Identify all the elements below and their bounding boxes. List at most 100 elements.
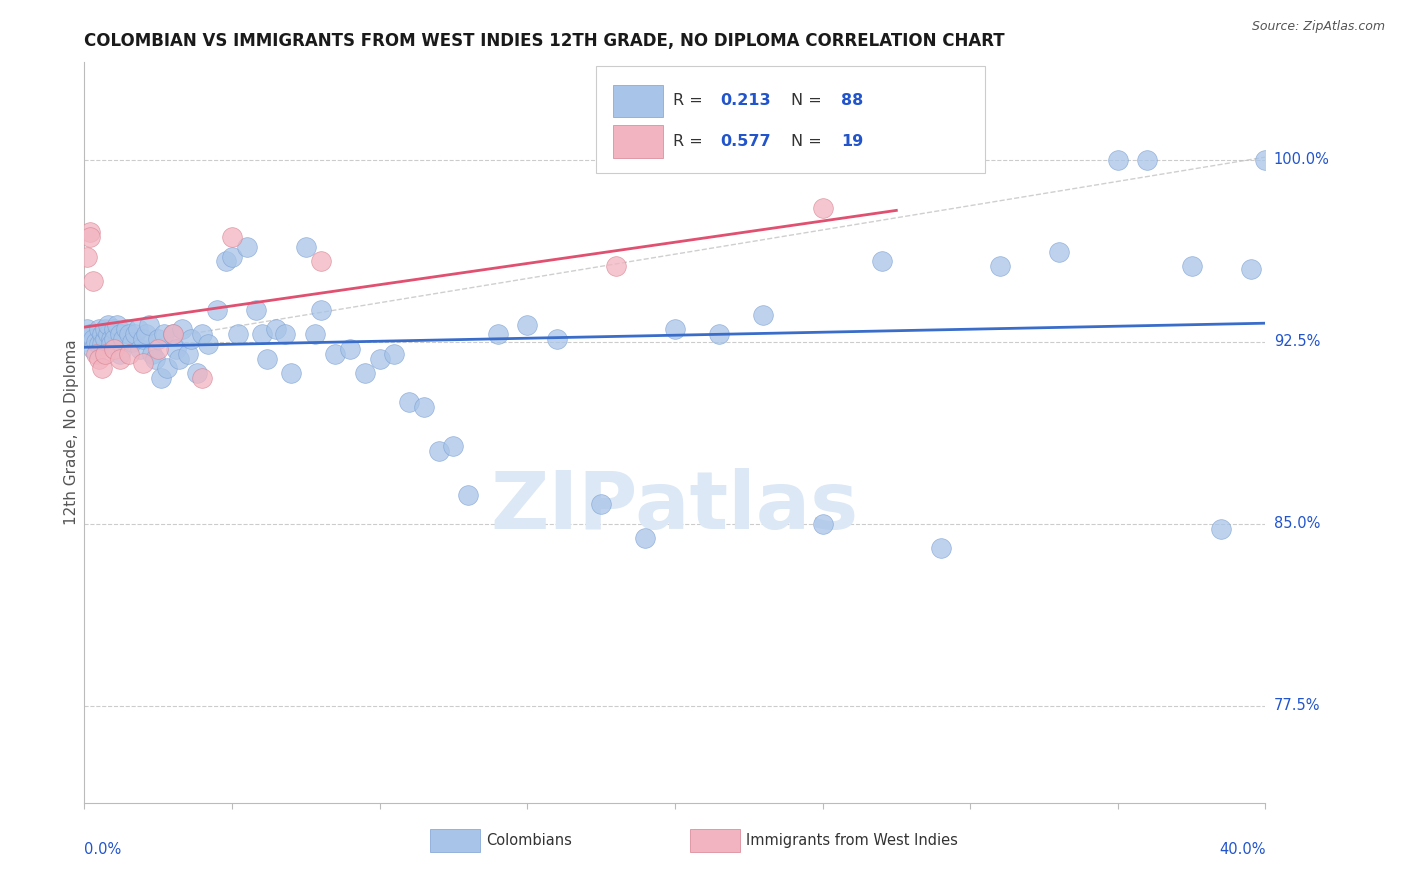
Point xyxy=(929,541,952,555)
Point xyxy=(226,327,249,342)
Text: 85.0%: 85.0% xyxy=(1274,516,1320,531)
Point xyxy=(309,303,332,318)
Point xyxy=(79,327,101,342)
Point xyxy=(180,332,202,346)
Text: Colombians: Colombians xyxy=(486,833,572,848)
Point xyxy=(87,322,111,336)
Point xyxy=(94,347,117,361)
Text: 0.0%: 0.0% xyxy=(84,842,121,856)
Point xyxy=(79,230,101,244)
Point xyxy=(94,322,117,336)
Point xyxy=(1181,260,1204,274)
Text: 0.577: 0.577 xyxy=(720,134,770,149)
Point xyxy=(811,516,834,531)
Point xyxy=(127,322,149,336)
Point xyxy=(103,322,125,336)
Point xyxy=(427,443,450,458)
Point xyxy=(156,361,179,376)
Point xyxy=(91,337,114,351)
Text: Source: ZipAtlas.com: Source: ZipAtlas.com xyxy=(1251,20,1385,33)
FancyBboxPatch shape xyxy=(613,85,664,117)
Point xyxy=(118,347,141,361)
Point xyxy=(368,351,391,366)
Point xyxy=(1254,153,1277,167)
Point xyxy=(177,347,200,361)
Text: N =: N = xyxy=(790,134,827,149)
Y-axis label: 12th Grade, No Diploma: 12th Grade, No Diploma xyxy=(63,340,79,525)
Text: R =: R = xyxy=(672,94,707,109)
Point xyxy=(221,230,243,244)
Point xyxy=(354,366,377,380)
Point xyxy=(207,303,229,318)
Point xyxy=(486,327,509,342)
Point xyxy=(84,347,107,361)
Text: 40.0%: 40.0% xyxy=(1219,842,1265,856)
Text: R =: R = xyxy=(672,134,707,149)
Point xyxy=(76,322,98,336)
Point xyxy=(87,337,111,351)
Text: 92.5%: 92.5% xyxy=(1274,334,1320,349)
Point xyxy=(148,342,170,356)
Point xyxy=(132,356,155,370)
Point xyxy=(87,351,111,366)
Point xyxy=(304,327,326,342)
Text: 77.5%: 77.5% xyxy=(1274,698,1320,714)
Point xyxy=(280,366,302,380)
Point xyxy=(135,327,157,342)
Text: ZIPatlas: ZIPatlas xyxy=(491,467,859,546)
Point xyxy=(105,318,128,332)
Point xyxy=(988,260,1011,274)
Text: 100.0%: 100.0% xyxy=(1274,152,1330,167)
Point xyxy=(709,327,731,342)
Point xyxy=(82,274,104,288)
Point xyxy=(1107,153,1129,167)
Point xyxy=(103,342,125,356)
Point xyxy=(309,254,332,268)
Point xyxy=(413,400,436,414)
Point xyxy=(129,342,152,356)
Point xyxy=(1136,153,1159,167)
Point xyxy=(398,395,420,409)
Point xyxy=(143,351,166,366)
Point xyxy=(108,347,131,361)
Point xyxy=(245,303,267,318)
Point xyxy=(634,531,657,545)
Point xyxy=(250,327,273,342)
Point xyxy=(121,334,143,349)
Point xyxy=(191,327,214,342)
Point xyxy=(1211,521,1233,535)
Point xyxy=(103,332,125,346)
Point xyxy=(79,225,101,239)
Point xyxy=(118,327,141,342)
Point xyxy=(197,337,219,351)
Point xyxy=(132,332,155,346)
Point xyxy=(325,347,347,361)
Point xyxy=(221,250,243,264)
Point xyxy=(153,327,176,342)
Point xyxy=(170,322,193,336)
Point xyxy=(111,332,134,346)
Point xyxy=(752,308,775,322)
Point xyxy=(148,332,170,346)
Point xyxy=(870,254,893,268)
Point xyxy=(141,347,163,361)
Point xyxy=(138,318,160,332)
Point xyxy=(191,371,214,385)
Text: 19: 19 xyxy=(841,134,863,149)
Point xyxy=(94,332,117,346)
Text: N =: N = xyxy=(790,94,827,109)
Point xyxy=(100,337,122,351)
Point xyxy=(664,322,686,336)
Point xyxy=(91,327,114,342)
Point xyxy=(1240,261,1263,276)
Point xyxy=(605,260,627,274)
Point xyxy=(108,351,131,366)
Point xyxy=(162,327,184,342)
Point xyxy=(82,342,104,356)
Point xyxy=(162,327,184,342)
FancyBboxPatch shape xyxy=(613,126,664,158)
Point xyxy=(295,240,318,254)
Point xyxy=(76,250,98,264)
Point xyxy=(457,487,479,501)
FancyBboxPatch shape xyxy=(596,66,986,173)
